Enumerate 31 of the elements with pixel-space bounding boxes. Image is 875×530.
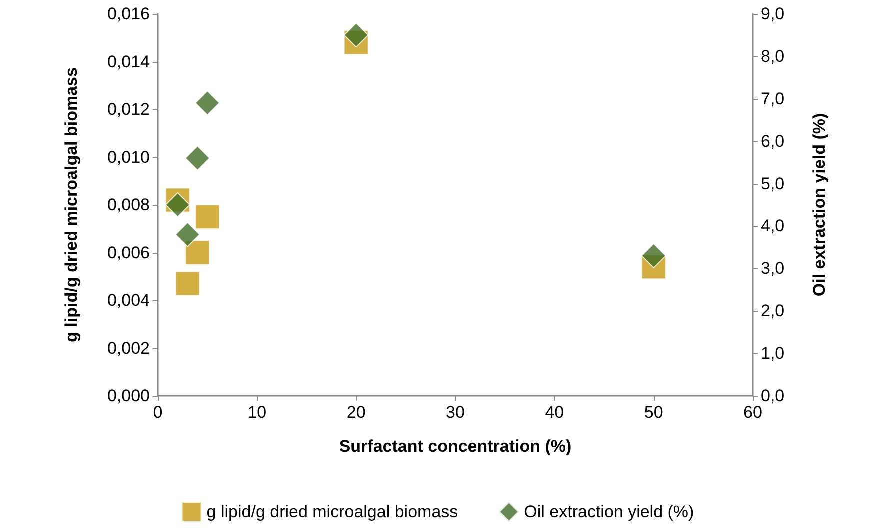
- legend-label: Oil extraction yield (%): [524, 502, 694, 522]
- y-tick-label: 0,016: [107, 4, 150, 24]
- legend-label: g lipid/g dried microalgal biomass: [206, 502, 458, 522]
- y-tick-label: 0,010: [107, 148, 150, 167]
- x-tick-label: 20: [346, 403, 366, 422]
- y2-tick-label: 1,0: [761, 344, 785, 364]
- y-tick-label: 0,000: [107, 386, 150, 406]
- x-tick-label: 30: [446, 403, 465, 422]
- y-tick-label: 0,004: [107, 291, 150, 310]
- y2-tick-label: 8,0: [761, 46, 785, 66]
- y2-tick-label: 7,0: [761, 89, 785, 108]
- y2-tick-label: 9,0: [761, 4, 785, 24]
- y-tick-label: 0,006: [107, 243, 150, 262]
- x-tick-label: 50: [644, 403, 664, 422]
- x-tick-label: 10: [248, 403, 267, 422]
- y2-tick-label: 5,0: [761, 174, 785, 194]
- y-tick-label: 0,008: [107, 196, 150, 214]
- y2-tick-label: 6,0: [761, 132, 785, 151]
- x-tick-label: 60: [744, 403, 762, 422]
- x-tick-label: 0: [153, 403, 163, 422]
- y2-tick-label: 3,0: [761, 259, 785, 278]
- y-tick-label: 0,002: [107, 338, 150, 358]
- x-axis-title: Surfactant concentration (%): [339, 437, 572, 456]
- y-tick-label: 0,012: [107, 100, 150, 119]
- y2-tick-label: 4,0: [761, 216, 785, 236]
- y-tick-label: 0,014: [107, 52, 150, 72]
- y2-axis-title: Oil extraction yield (%): [810, 113, 829, 297]
- y2-tick-label: 0,0: [761, 386, 785, 406]
- y2-tick-label: 2,0: [761, 302, 785, 321]
- y-axis-title: g lipid/g dried microalgal biomass: [62, 68, 81, 342]
- x-tick-label: 40: [545, 403, 564, 422]
